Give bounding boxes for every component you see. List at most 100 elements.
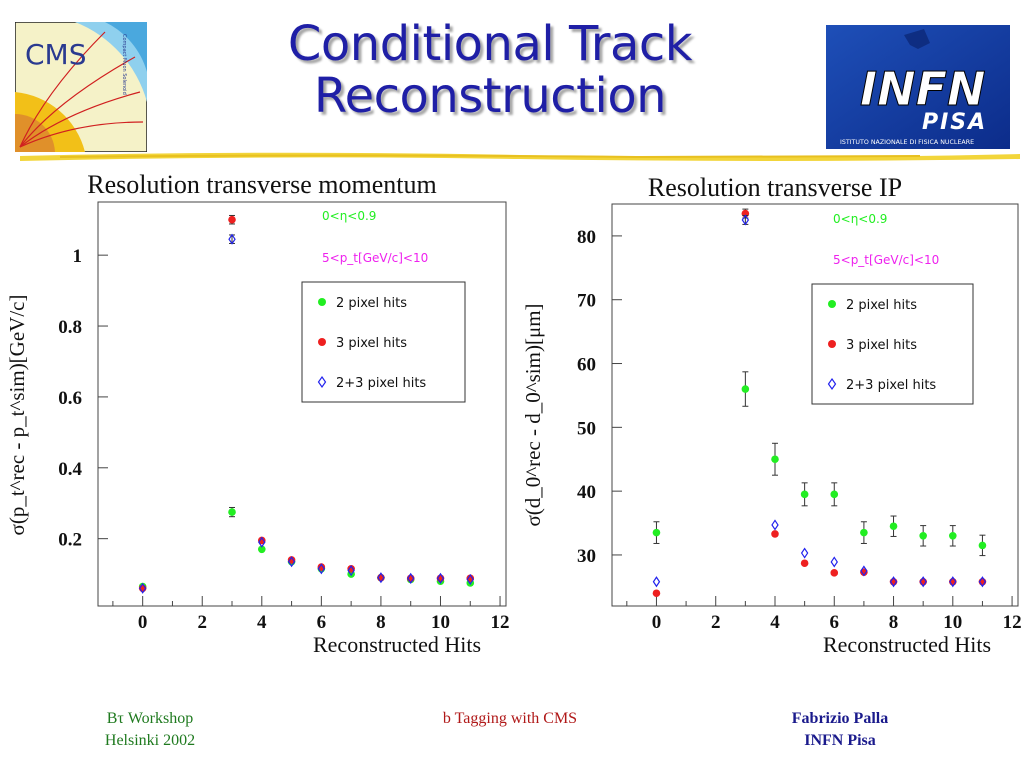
y-tick-label: 40	[577, 482, 596, 503]
x-tick-label: 12	[1003, 612, 1022, 633]
data-point	[317, 563, 326, 571]
footer-author-name: Fabrizio Palla	[791, 710, 889, 727]
chart-title: Resolution transverse momentum	[87, 170, 437, 199]
x-tick-label: 10	[943, 612, 962, 633]
pt-cut-label: 5<p_t[GeV/c]<10	[833, 253, 939, 267]
footer-author: Fabrizio Palla INFN Pisa	[760, 708, 920, 752]
y-tick-label: 0.2	[58, 530, 82, 551]
footer-workshop-place: Helsinki 2002	[104, 732, 196, 749]
data-point	[317, 563, 326, 575]
data-point	[919, 576, 927, 588]
x-tick-label: 6	[317, 612, 327, 633]
y-axis-label: σ(d_0^rec - d_0^sim)[μm]	[521, 303, 545, 526]
data-point	[347, 564, 355, 577]
footer-author-affiliation: INFN Pisa	[804, 732, 876, 749]
data-point	[287, 556, 296, 568]
data-point	[771, 530, 779, 538]
data-point	[978, 576, 987, 588]
data-point	[228, 508, 236, 516]
x-tick-label: 2	[197, 612, 207, 633]
y-axis-label: σ(p_t^rec - p_t^sim)[GeV/c]	[5, 295, 29, 536]
data-point	[830, 569, 839, 577]
data-point	[889, 576, 898, 588]
data-point	[771, 455, 779, 464]
data-point	[741, 214, 750, 226]
legend-marker	[828, 300, 836, 308]
footer-workshop-name: Bτ Workshop	[106, 710, 194, 727]
data-point	[257, 545, 266, 554]
data-point	[949, 532, 957, 540]
legend-label: 3 pixel hits	[336, 336, 407, 351]
data-point	[377, 572, 385, 584]
y-tick-label: 0.6	[58, 388, 82, 409]
pt-cut-label: 5<p_t[GeV/c]<10	[322, 251, 428, 265]
y-tick-label: 50	[577, 418, 596, 439]
data-point	[652, 528, 661, 537]
x-axis-label: Reconstructed Hits	[313, 632, 481, 657]
legend-marker	[828, 340, 836, 348]
y-tick-label: 70	[577, 291, 596, 312]
infn-logo-caption: ISTITUTO NAZIONALE DI FISICA NUCLEARE	[840, 139, 974, 146]
data-point	[860, 528, 868, 537]
data-point	[138, 582, 147, 594]
legend-marker	[317, 375, 327, 389]
plot-frame	[97, 201, 507, 607]
eta-cut-label: 0<η<0.9	[322, 209, 376, 223]
data-point	[800, 490, 809, 499]
x-axis-label: Reconstructed Hits	[823, 632, 991, 657]
cms-logo-text: CMS	[25, 38, 86, 71]
x-tick-label: 4	[257, 612, 267, 633]
chart-transverse-momentum: Resolution transverse momentum 0 2 4 6 8 10 12 0…	[5, 170, 510, 657]
data-point	[258, 536, 266, 548]
plot-frame	[611, 203, 1019, 607]
data-point	[830, 556, 838, 568]
x-tick-label: 0	[652, 612, 662, 633]
data-point	[652, 576, 661, 588]
legend-label: 2 pixel hits	[336, 296, 407, 311]
infn-logo: INFN PISA ISTITUTO NAZIONALE DI FISICA N…	[826, 25, 1010, 149]
legend-marker	[827, 377, 837, 391]
eta-cut-label: 0<η<0.9	[833, 212, 887, 226]
data-point	[436, 572, 445, 584]
data-point	[919, 532, 927, 540]
data-point	[466, 573, 474, 586]
legend-label: 2+3 pixel hits	[336, 376, 426, 391]
legend-box	[301, 281, 466, 403]
data-point	[949, 576, 957, 588]
x-tick-label: 12	[491, 612, 510, 633]
y-tick-label: 0.4	[58, 459, 82, 480]
y-tick-label: 0.8	[58, 317, 82, 338]
y-tick-label: 60	[577, 355, 596, 376]
data-point	[228, 233, 236, 245]
legend-label: 3 pixel hits	[846, 338, 917, 353]
data-point	[287, 556, 296, 564]
x-tick-label: 8	[889, 612, 899, 633]
data-point	[228, 215, 236, 224]
x-tick-label: 0	[138, 612, 148, 633]
data-point	[257, 536, 266, 545]
x-tick-label: 10	[431, 612, 450, 633]
footer-workshop: Bτ Workshop Helsinki 2002	[60, 708, 240, 752]
y-tick-label: 1	[73, 246, 83, 267]
data-point	[830, 490, 839, 499]
data-point	[889, 522, 898, 531]
legend-marker	[318, 338, 326, 346]
legend-label: 2+3 pixel hits	[846, 378, 936, 393]
chart-transverse-ip: Resolution transverse IP 0 2 4 6 8 10 12 30 40 50 6…	[521, 173, 1022, 657]
x-tick-label: 6	[830, 612, 840, 633]
legend-label: 2 pixel hits	[846, 298, 917, 313]
y-tick-label: 30	[577, 546, 596, 567]
data-point	[347, 564, 355, 573]
chart-title: Resolution transverse IP	[648, 173, 902, 202]
data-point	[741, 385, 750, 393]
cms-logo-subtext: Compact Muon Solenoid	[121, 34, 127, 95]
legend-box	[811, 283, 974, 405]
infn-logo-text: INFN	[860, 62, 986, 116]
slide-title: Conditional Track Reconstruction	[287, 16, 693, 124]
data-point	[800, 547, 809, 559]
data-point	[771, 519, 779, 531]
data-point	[652, 589, 661, 598]
footer-topic: b Tagging with CMS	[442, 710, 578, 727]
x-tick-label: 4	[770, 612, 780, 633]
legend-marker	[318, 298, 326, 306]
